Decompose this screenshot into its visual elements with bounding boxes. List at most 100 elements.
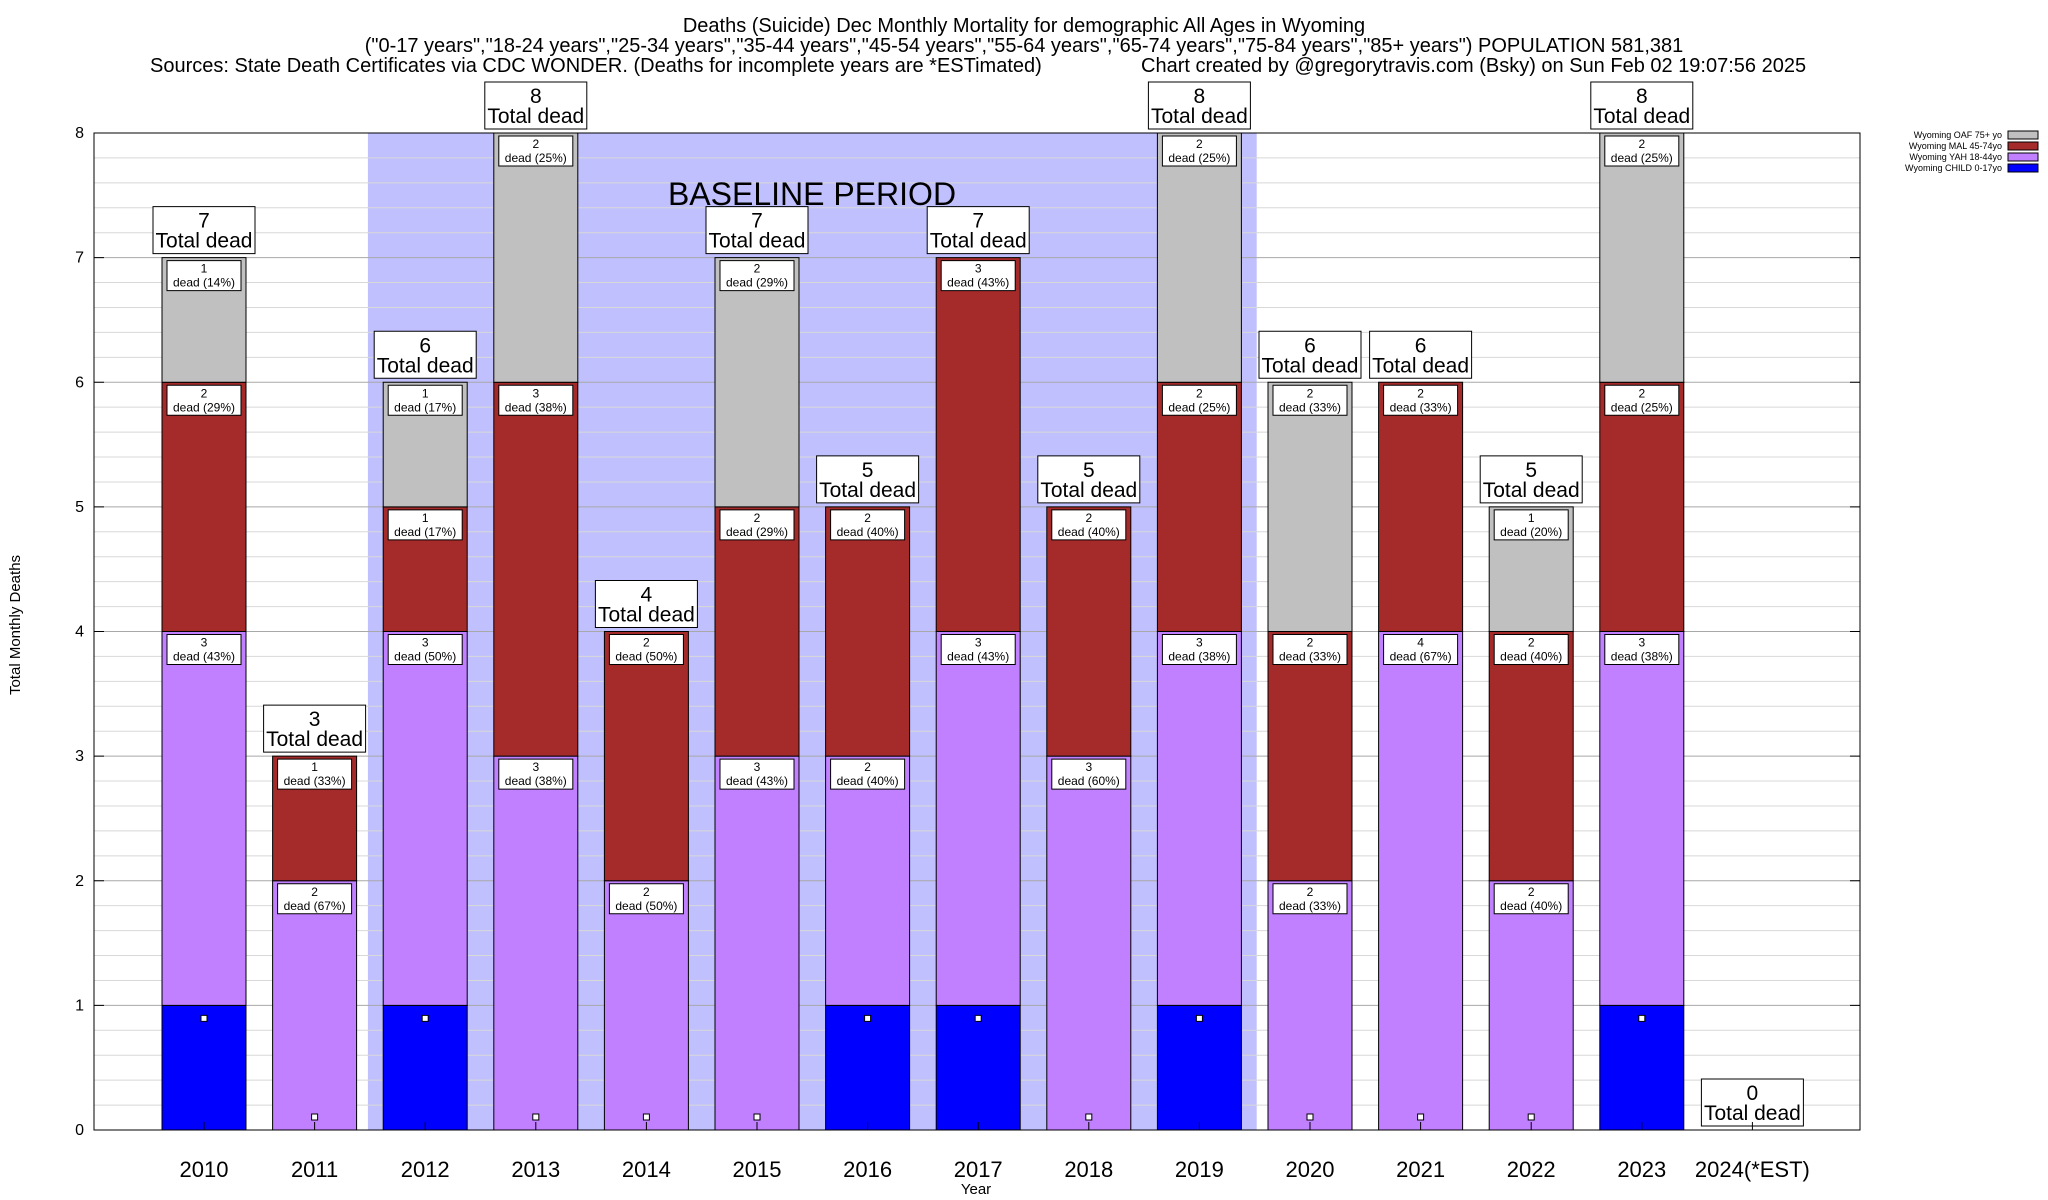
- bar-segment: [1267, 880, 1353, 1131]
- segment-count-label: 1: [311, 760, 318, 774]
- segment-label-box: [1272, 384, 1348, 416]
- segment-percent-label: dead (40%): [837, 774, 899, 788]
- segment-percent-label: dead (17%): [394, 400, 456, 414]
- segment-label-box: [166, 384, 242, 416]
- total-dead-label: Total dead: [709, 230, 806, 253]
- total-count-label: 0: [1747, 1082, 1759, 1105]
- chart-credit: Chart created by @gregorytravis.com (Bsk…: [1141, 55, 1806, 77]
- bar-segment: [272, 880, 358, 1131]
- segment-percent-label: dead (38%): [505, 774, 567, 788]
- total-count-label: 6: [1304, 334, 1316, 357]
- total-dead-label: Total dead: [819, 479, 916, 502]
- x-tick-label: 2018: [1064, 1157, 1113, 1182]
- segment-label-box: [1604, 135, 1680, 167]
- segment-percent-label: dead (20%): [1500, 525, 1562, 539]
- segment-label-box: [608, 634, 684, 665]
- segment-count-label: 2: [1196, 386, 1203, 400]
- segment-count-label: 2: [643, 885, 650, 899]
- total-label-box: [152, 206, 256, 255]
- legend-swatch: [2007, 130, 2039, 140]
- bar-segment: [1488, 631, 1574, 882]
- segment-count-label: 3: [532, 386, 539, 400]
- bar-segment: [493, 132, 579, 383]
- point-marker: [1085, 1113, 1093, 1121]
- bar-segment: [382, 631, 468, 1006]
- segment-count-label: 3: [532, 760, 539, 774]
- total-dead-label: Total dead: [1483, 479, 1580, 502]
- total-count-label: 4: [641, 584, 653, 607]
- point-marker: [642, 1113, 650, 1121]
- segment-percent-label: dead (60%): [1058, 774, 1120, 788]
- point-marker: [1527, 1113, 1535, 1121]
- bar-segment: [1156, 1004, 1242, 1131]
- segment-percent-label: dead (43%): [173, 650, 235, 664]
- baseline-period-label: BASELINE PERIOD: [668, 176, 956, 212]
- x-tick-label: 2017: [954, 1157, 1003, 1182]
- legend-entry-label: Wyoming MAL 45-74yo: [1909, 141, 2002, 151]
- segment-percent-label: dead (43%): [947, 650, 1009, 664]
- segment-count-label: 4: [1417, 636, 1424, 650]
- segment-count-label: 2: [864, 760, 871, 774]
- x-tick-label: 2016: [843, 1157, 892, 1182]
- segment-count-label: 3: [1196, 636, 1203, 650]
- segment-percent-label: dead (25%): [505, 151, 567, 165]
- segment-label-box: [387, 509, 463, 541]
- segment-label-box: [387, 634, 463, 665]
- segment-count-label: 1: [201, 262, 208, 276]
- segment-percent-label: dead (33%): [1279, 400, 1341, 414]
- chart-title: Deaths (Suicide) Dec Monthly Mortality f…: [683, 15, 1365, 37]
- segment-percent-label: dead (67%): [1390, 650, 1452, 664]
- segment-count-label: 3: [975, 262, 982, 276]
- point-marker: [1195, 1014, 1203, 1022]
- segment-count-label: 3: [1085, 760, 1092, 774]
- total-dead-label: Total dead: [156, 230, 253, 253]
- segment-percent-label: dead (43%): [947, 276, 1009, 290]
- segment-label-box: [1604, 634, 1680, 665]
- segment-percent-label: dead (38%): [1611, 650, 1673, 664]
- segment-label-box: [498, 384, 574, 416]
- point-marker: [864, 1014, 872, 1022]
- total-count-label: 7: [751, 210, 763, 233]
- segment-label-box: [1161, 135, 1237, 167]
- total-label-box: [1590, 81, 1694, 130]
- segment-percent-label: dead (43%): [726, 774, 788, 788]
- bar-segment: [714, 257, 800, 508]
- segment-label-box: [830, 758, 906, 790]
- point-marker: [1417, 1113, 1425, 1121]
- bar-segment: [1046, 755, 1132, 1131]
- total-label-box: [705, 206, 809, 255]
- legend-entry-label: Wyoming OAF 75+ yo: [1914, 130, 2002, 140]
- segment-percent-label: dead (40%): [1500, 899, 1562, 913]
- bar-segment: [1156, 132, 1242, 383]
- bar-segment: [161, 631, 247, 1006]
- x-tick-label: 2015: [733, 1157, 782, 1182]
- total-dead-label: Total dead: [377, 354, 474, 377]
- y-tick-label: 4: [75, 624, 84, 641]
- segment-percent-label: dead (29%): [726, 525, 788, 539]
- segment-percent-label: dead (40%): [1058, 525, 1120, 539]
- x-tick-label: 2019: [1175, 1157, 1224, 1182]
- segment-label-box: [1383, 384, 1459, 416]
- total-label-box: [1147, 81, 1251, 130]
- segment-percent-label: dead (33%): [1279, 899, 1341, 913]
- segment-label-box: [387, 384, 463, 416]
- segment-count-label: 2: [1638, 386, 1645, 400]
- x-tick-label: 2012: [401, 1157, 450, 1182]
- total-label-box: [484, 81, 588, 130]
- segment-label-box: [1272, 634, 1348, 665]
- total-dead-label: Total dead: [1262, 354, 1359, 377]
- x-tick-label: 2011: [291, 1157, 338, 1182]
- segment-percent-label: dead (38%): [1168, 650, 1230, 664]
- segment-label-box: [166, 260, 242, 292]
- bar-segment: [935, 1004, 1021, 1131]
- bar-segment: [825, 506, 911, 757]
- segment-count-label: 3: [1638, 636, 1645, 650]
- bar-segment: [935, 631, 1021, 1006]
- total-label-box: [1700, 1078, 1804, 1127]
- total-count-label: 6: [419, 334, 431, 357]
- point-marker: [1638, 1014, 1646, 1022]
- segment-label-box: [1051, 758, 1127, 790]
- total-count-label: 8: [1636, 85, 1648, 108]
